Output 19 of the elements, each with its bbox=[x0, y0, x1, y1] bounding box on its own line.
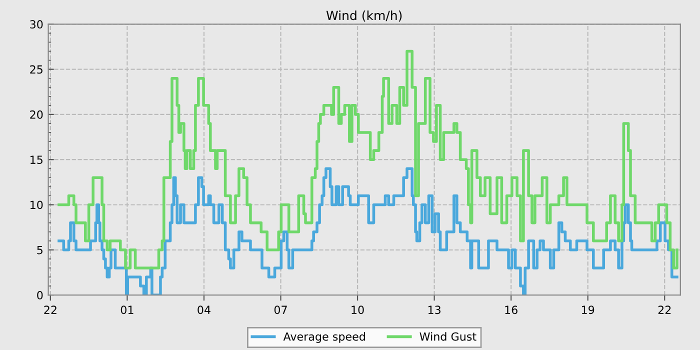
y-tick-label: 25 bbox=[30, 65, 42, 74]
x-tick-label: 04 bbox=[198, 306, 210, 314]
x-tick-label: 07 bbox=[274, 306, 287, 314]
y-tick-label: 10 bbox=[30, 200, 43, 210]
x-tick-label: 10 bbox=[352, 306, 364, 314]
x-tick-label: 22 bbox=[658, 306, 671, 314]
y-tick-label: 5 bbox=[37, 246, 42, 254]
chart-title: Wind (km/h) bbox=[326, 10, 402, 22]
legend-label: Wind Gust bbox=[420, 332, 476, 341]
y-tick-label: 30 bbox=[30, 20, 43, 29]
y-tick-label: 0 bbox=[37, 291, 43, 300]
x-tick-label: 13 bbox=[428, 306, 440, 314]
y-tick-label: 20 bbox=[30, 110, 43, 119]
x-tick-label: 16 bbox=[505, 306, 518, 314]
y-tick-label: 15 bbox=[30, 156, 42, 164]
x-tick-label: 22 bbox=[44, 306, 56, 314]
legend-label: Average speed bbox=[283, 332, 365, 343]
x-tick-label: 19 bbox=[582, 306, 594, 314]
x-tick-label: 01 bbox=[120, 306, 134, 314]
